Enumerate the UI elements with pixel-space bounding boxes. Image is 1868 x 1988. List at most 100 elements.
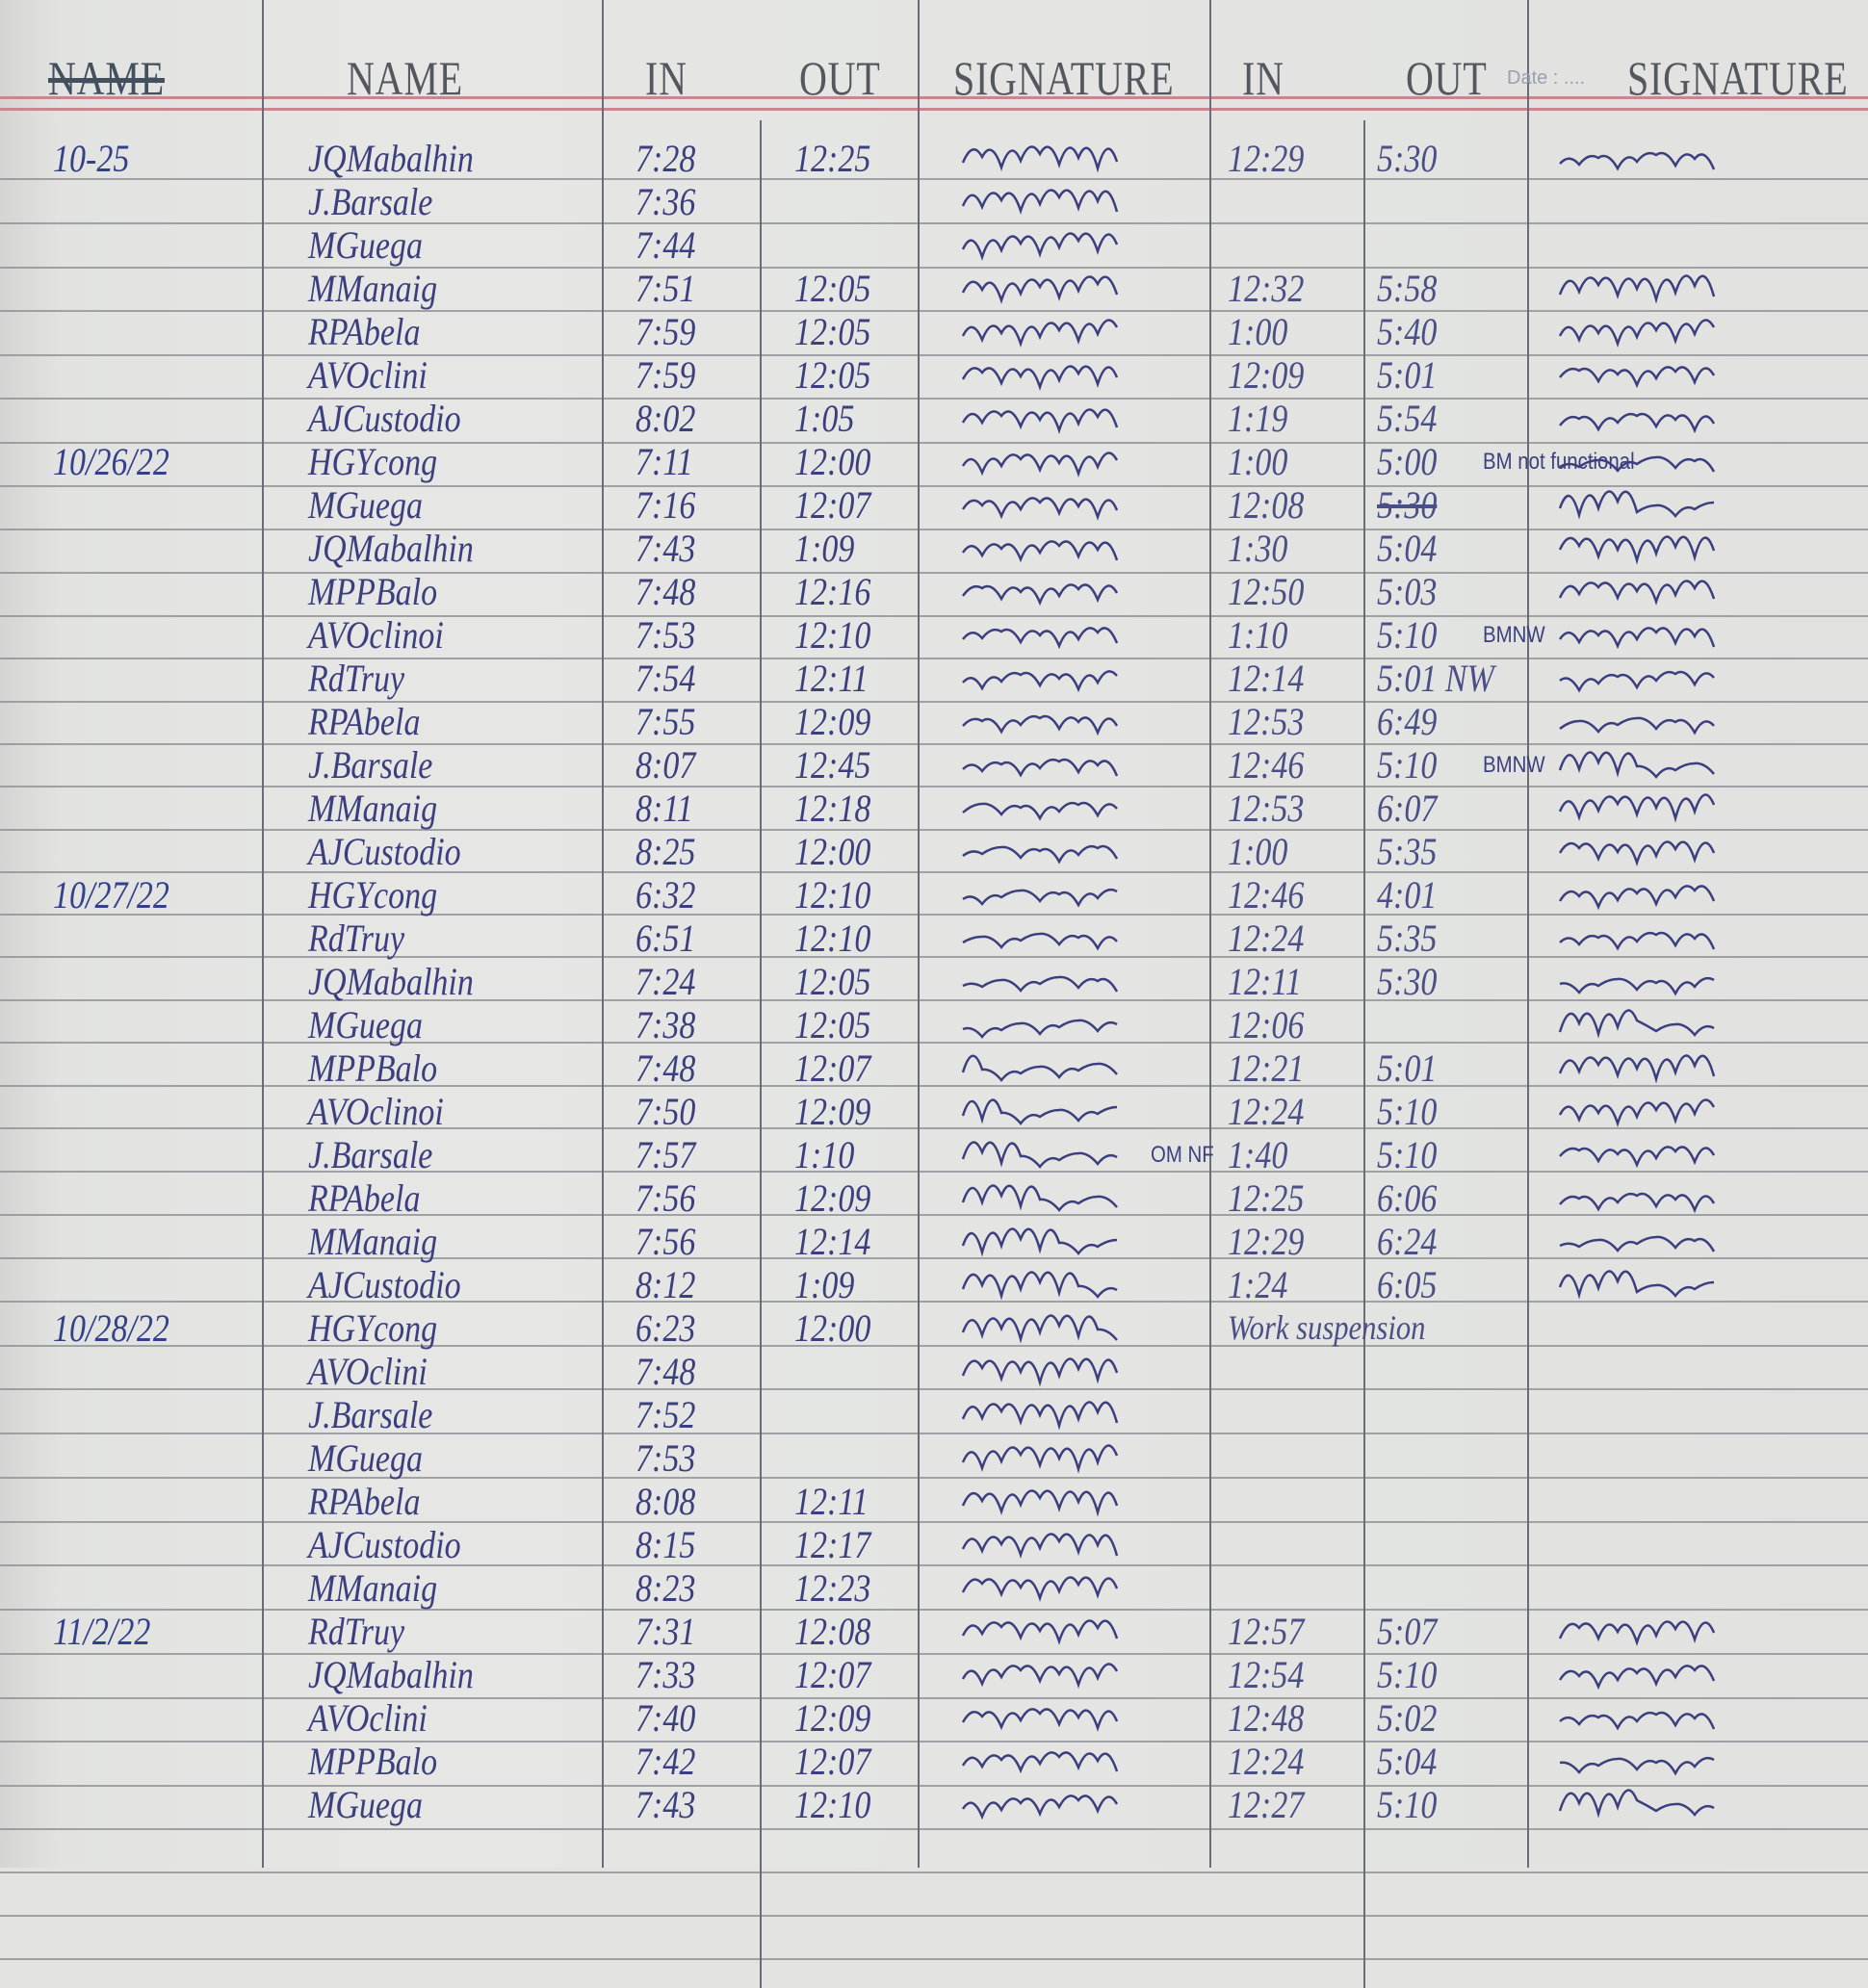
ruled-line: [0, 786, 1868, 787]
signature-scribble: [961, 1141, 1118, 1169]
time-out-pm: 5:35: [1377, 830, 1438, 873]
time-in-pm: 12:50: [1228, 570, 1305, 613]
time-out-pm: 5:58: [1377, 267, 1438, 310]
time-in-pm: 12:09: [1228, 353, 1305, 397]
signature-scribble: [1558, 885, 1716, 911]
time-out-pm: 5:04: [1377, 527, 1438, 570]
ruled-line: [0, 398, 1868, 400]
time-in-pm: 1:00: [1228, 310, 1288, 353]
time-in-pm: 12:14: [1228, 657, 1305, 700]
employee-name: AJCustodio: [308, 1263, 461, 1306]
ruled-line: [0, 1127, 1868, 1129]
header-name-struck: NAME: [48, 51, 165, 105]
time-out-am: 12:09: [794, 700, 871, 743]
time-in-am: 7:48: [636, 1350, 696, 1393]
time-in-pm: 1:24: [1228, 1263, 1288, 1306]
signature-scribble: [962, 1019, 1118, 1039]
time-out-pm: 5:01 NW: [1377, 657, 1494, 700]
employee-name: MManaig: [308, 1566, 438, 1610]
time-out-pm: 5:10: [1377, 613, 1438, 657]
time-out-pm: 5:00: [1377, 440, 1438, 483]
time-out-pm: 5:10: [1377, 1783, 1438, 1826]
header-in-pm: IN: [1242, 51, 1284, 105]
table-row: 10-25 JQMabalhin 7:28 12:25 12:29 5:30: [0, 137, 1868, 180]
signature-scribble: [961, 319, 1119, 349]
signature-scribble: [1559, 716, 1715, 736]
time-in-pm: 12:08: [1228, 483, 1305, 527]
signature-scribble: [1558, 1098, 1716, 1128]
signature-scribble: [1558, 535, 1716, 565]
table-row: RPAbela 7:55 12:09 12:53 6:49: [0, 700, 1868, 743]
table-row: MGuega 7:44: [0, 223, 1868, 267]
remark-note: BMNW: [1483, 752, 1545, 778]
header-signature-pm: SIGNATURE: [1627, 51, 1849, 105]
time-out-am: 12:00: [794, 830, 871, 873]
ruled-line: [0, 1257, 1868, 1259]
signature-scribble: [962, 932, 1118, 951]
ruled-line: [0, 267, 1868, 269]
signature-scribble: [961, 365, 1119, 392]
time-in-am: 7:24: [636, 960, 696, 1003]
time-out-pm: 6:24: [1377, 1220, 1438, 1263]
table-row: J.Barsale 7:57 1:10 1:40 5:10 OM NF: [0, 1133, 1868, 1176]
time-in-am: 7:28: [636, 137, 696, 180]
ruled-line: [0, 1915, 1868, 1917]
entry-date: 10/27/22: [53, 873, 169, 917]
time-in-pm: 12:25: [1228, 1176, 1305, 1220]
ruled-line: [0, 658, 1868, 659]
signature-scribble: [1558, 1789, 1715, 1819]
time-in-am: 7:33: [636, 1653, 696, 1696]
time-out-am: 12:45: [794, 743, 871, 787]
time-out-am: 12:10: [794, 917, 871, 960]
ruled-line: [0, 1609, 1868, 1611]
signature-scribble: [962, 888, 1118, 908]
table-row: J.Barsale 8:07 12:45 12:46 5:10 BMNW: [0, 743, 1868, 787]
time-in-pm: 12:27: [1228, 1783, 1305, 1826]
column-divider: [1209, 0, 1211, 1868]
time-in-am: 8:12: [636, 1263, 696, 1306]
signature-scribble: [962, 758, 1119, 778]
signature-scribble: [962, 801, 1118, 821]
table-row: MManaig 8:11 12:18 12:53 6:07: [0, 787, 1868, 830]
time-in-am: 7:50: [636, 1090, 696, 1133]
time-out-pm: 5:04: [1377, 1740, 1438, 1783]
table-row: JQMabalhin 7:24 12:05 12:11 5:30: [0, 960, 1868, 1003]
time-in-am: 7:40: [636, 1696, 696, 1740]
ruled-line: [0, 442, 1868, 444]
time-in-am: 7:55: [636, 700, 696, 743]
signature-scribble: [961, 1533, 1119, 1560]
time-out-pm: 5:35: [1377, 917, 1438, 960]
time-in-am: 8:07: [636, 743, 696, 787]
signature-scribble: [1559, 1756, 1715, 1776]
time-out-am: 12:25: [794, 137, 871, 180]
entry-date: 10/28/22: [53, 1306, 169, 1350]
header-signature-am: SIGNATURE: [953, 51, 1175, 105]
time-out-pm: 5:30: [1377, 137, 1438, 180]
column-divider: [1363, 120, 1365, 1988]
table-row: 10/27/22 HGYcong 6:32 12:10 12:46 4:01: [0, 873, 1868, 917]
time-in-am: 7:59: [636, 310, 696, 353]
ruled-line: [0, 354, 1868, 356]
signature-scribble: [1559, 1235, 1716, 1252]
time-in-pm: 1:00: [1228, 440, 1288, 483]
table-row: AJCustodio 8:12 1:09 1:24 6:05: [0, 1263, 1868, 1306]
time-out-am: 12:05: [794, 310, 871, 353]
time-out-am: 12:05: [794, 960, 871, 1003]
employee-name: J.Barsale: [308, 743, 433, 787]
time-out-pm: 5:30: [1377, 960, 1438, 1003]
employee-name: MPPBalo: [308, 1046, 438, 1090]
ruled-line: [0, 1697, 1868, 1699]
ruled-line: [0, 701, 1868, 703]
time-out-pm: 5:02: [1377, 1696, 1438, 1740]
time-in-am: 7:38: [636, 1003, 696, 1046]
time-in-am: 7:51: [636, 267, 696, 310]
entry-date: 11/2/22: [53, 1610, 151, 1653]
signature-scribble: [1558, 1054, 1716, 1084]
time-out-am: 12:09: [794, 1176, 871, 1220]
table-row: MGuega 7:16 12:07 12:08 5:30: [0, 483, 1868, 527]
header-out-pm: OUT: [1406, 51, 1488, 105]
time-in-pm: 12:48: [1228, 1696, 1305, 1740]
time-in-am: 8:11: [636, 787, 693, 830]
table-row: AVOclinoi 7:53 12:10 1:10 5:10 BMNW: [0, 613, 1868, 657]
signature-scribble: [962, 844, 1119, 865]
